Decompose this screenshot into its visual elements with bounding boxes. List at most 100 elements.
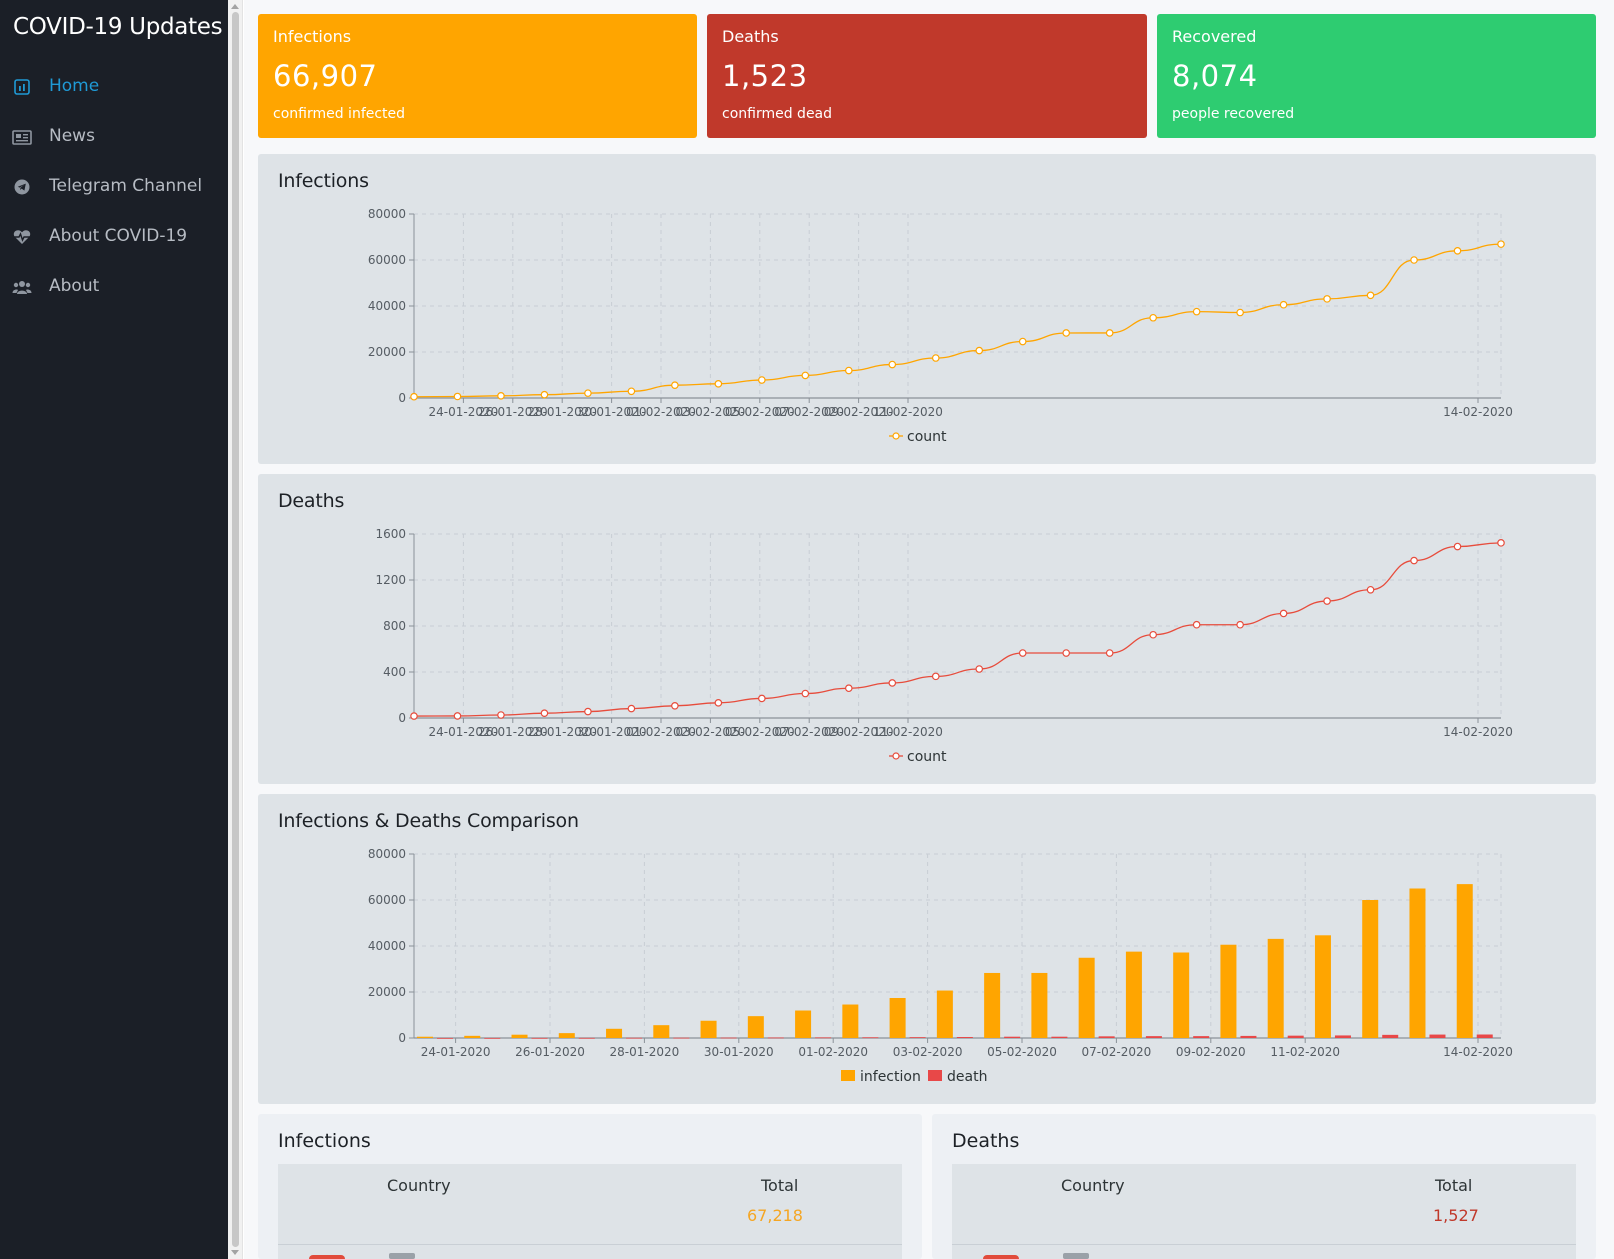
x-tick-label: 26-01-2020 — [515, 1045, 585, 1059]
data-point — [1105, 649, 1114, 657]
x-tick-label: 05-02-2020 — [725, 405, 795, 419]
data-point — [540, 709, 549, 717]
users-icon — [12, 279, 32, 295]
data-point — [1323, 597, 1331, 605]
nav-label-about-covid: About COVID-19 — [49, 226, 188, 246]
data-point — [1410, 256, 1418, 264]
data-point — [888, 679, 897, 687]
bar-death — [1429, 1034, 1446, 1038]
x-tick-label: 24-01-2020 — [421, 1045, 491, 1059]
telegram-icon — [12, 179, 32, 195]
bar-death — [673, 1037, 690, 1039]
x-tick-label: 11-02-2020 — [873, 405, 943, 419]
scroll-up-arrow[interactable] — [231, 4, 239, 9]
scrollbar[interactable] — [228, 0, 243, 1259]
x-tick-label: 05-02-2020 — [987, 1045, 1057, 1059]
bar-infection — [606, 1028, 623, 1038]
data-point — [671, 381, 679, 389]
data-point — [844, 366, 853, 375]
y-tick-label: 80000 — [368, 847, 406, 861]
x-tick-label: 07-02-2020 — [774, 725, 844, 739]
x-tick-label: 11-02-2020 — [873, 725, 943, 739]
data-point — [758, 376, 766, 384]
app-title[interactable]: COVID-19 Updates — [13, 14, 223, 40]
data-point — [584, 707, 592, 716]
scroll-down-arrow[interactable] — [231, 1250, 239, 1255]
stat-value: 8,074 — [1172, 59, 1258, 93]
data-point — [1018, 649, 1027, 657]
deaths-line-chart: 0 400 800 1200 1600 24-01-202026-01-202028-01… — [375, 527, 1512, 765]
bar-death — [1051, 1036, 1068, 1038]
data-point — [1018, 337, 1027, 346]
chart-icon — [12, 79, 32, 95]
bar-infection — [1267, 938, 1284, 1038]
stat-title: Deaths — [722, 27, 779, 46]
bar-death — [909, 1037, 926, 1038]
row-divider — [278, 1244, 902, 1245]
data-point — [1366, 291, 1375, 300]
data-point — [801, 371, 810, 380]
deaths-table-panel: Deaths Country Total 1,527 — [932, 1114, 1596, 1259]
table-title: Infections — [278, 1130, 371, 1152]
y-tick-label: 40000 — [368, 299, 406, 313]
bar-infection — [653, 1025, 670, 1038]
infections-chart-panel: Infections 0 20000 40000 60000 80000 24-01-20… — [258, 154, 1596, 464]
data-point — [1149, 313, 1157, 322]
x-tick-label: 07-02-2020 — [1082, 1045, 1152, 1059]
x-tick-label: 03-02-2020 — [676, 405, 746, 419]
stat-card-deaths: Deaths 1,523 confirmed dead — [707, 14, 1147, 138]
bar-infection — [1409, 888, 1426, 1038]
x-tick-label: 01-02-2020 — [626, 405, 696, 419]
bar-death — [484, 1037, 501, 1039]
scroll-thumb[interactable] — [232, 12, 239, 1247]
bar-death — [1240, 1035, 1257, 1038]
data-point — [1192, 620, 1201, 629]
y-tick-label: 0 — [398, 391, 406, 405]
nav-label-about: About — [49, 276, 100, 296]
data-point — [1105, 329, 1114, 337]
table-row[interactable] — [1063, 1253, 1089, 1259]
bar-infection — [1125, 951, 1142, 1038]
column-header-country[interactable]: Country — [387, 1176, 451, 1195]
data-point — [627, 387, 636, 396]
x-tick-label: 26-01-2020 — [478, 405, 548, 419]
heartbeat-icon — [12, 229, 32, 245]
bar-infection — [747, 1016, 764, 1038]
x-tick-label: 28-01-2020 — [527, 405, 597, 419]
nav-item-home[interactable]: Home — [0, 67, 228, 107]
data-point — [410, 712, 418, 720]
sidebar: COVID-19 Updates Home News Telegram Chan… — [0, 0, 228, 1259]
status-badge — [309, 1255, 345, 1259]
column-header-total[interactable]: Total — [761, 1176, 799, 1195]
column-header-total[interactable]: Total — [1435, 1176, 1473, 1195]
nav-label-news: News — [49, 126, 95, 146]
nav-item-news[interactable]: News — [0, 117, 228, 157]
bar-death — [1476, 1034, 1493, 1038]
nav-item-telegram[interactable]: Telegram Channel — [0, 167, 228, 207]
bar-death — [437, 1037, 453, 1039]
stat-title: Infections — [273, 27, 352, 46]
data-point — [584, 389, 592, 397]
x-tick-label: 14-02-2020 — [1443, 1045, 1513, 1059]
nav-item-about-covid[interactable]: About COVID-19 — [0, 217, 228, 257]
table-row[interactable] — [389, 1253, 415, 1259]
bar-death — [531, 1037, 548, 1039]
bar-death — [1098, 1036, 1115, 1038]
nav-label-telegram: Telegram Channel — [49, 176, 203, 196]
data-point — [540, 390, 549, 399]
data-point — [1192, 307, 1201, 316]
total-value: 67,218 — [747, 1206, 803, 1225]
bar-infection — [984, 972, 1001, 1038]
nav-item-about[interactable]: About — [0, 267, 228, 307]
legend-label: count — [907, 749, 947, 765]
bar-death — [1334, 1035, 1351, 1038]
table-title: Deaths — [952, 1130, 1020, 1152]
bar-infection — [1362, 900, 1379, 1038]
x-tick-label: 09-02-2020 — [1176, 1045, 1246, 1059]
x-tick-label: 03-02-2020 — [893, 1045, 963, 1059]
data-point — [453, 392, 462, 401]
data-point — [758, 694, 766, 703]
column-header-country[interactable]: Country — [1061, 1176, 1125, 1195]
data-point — [627, 704, 636, 713]
y-tick-label: 400 — [383, 665, 406, 679]
